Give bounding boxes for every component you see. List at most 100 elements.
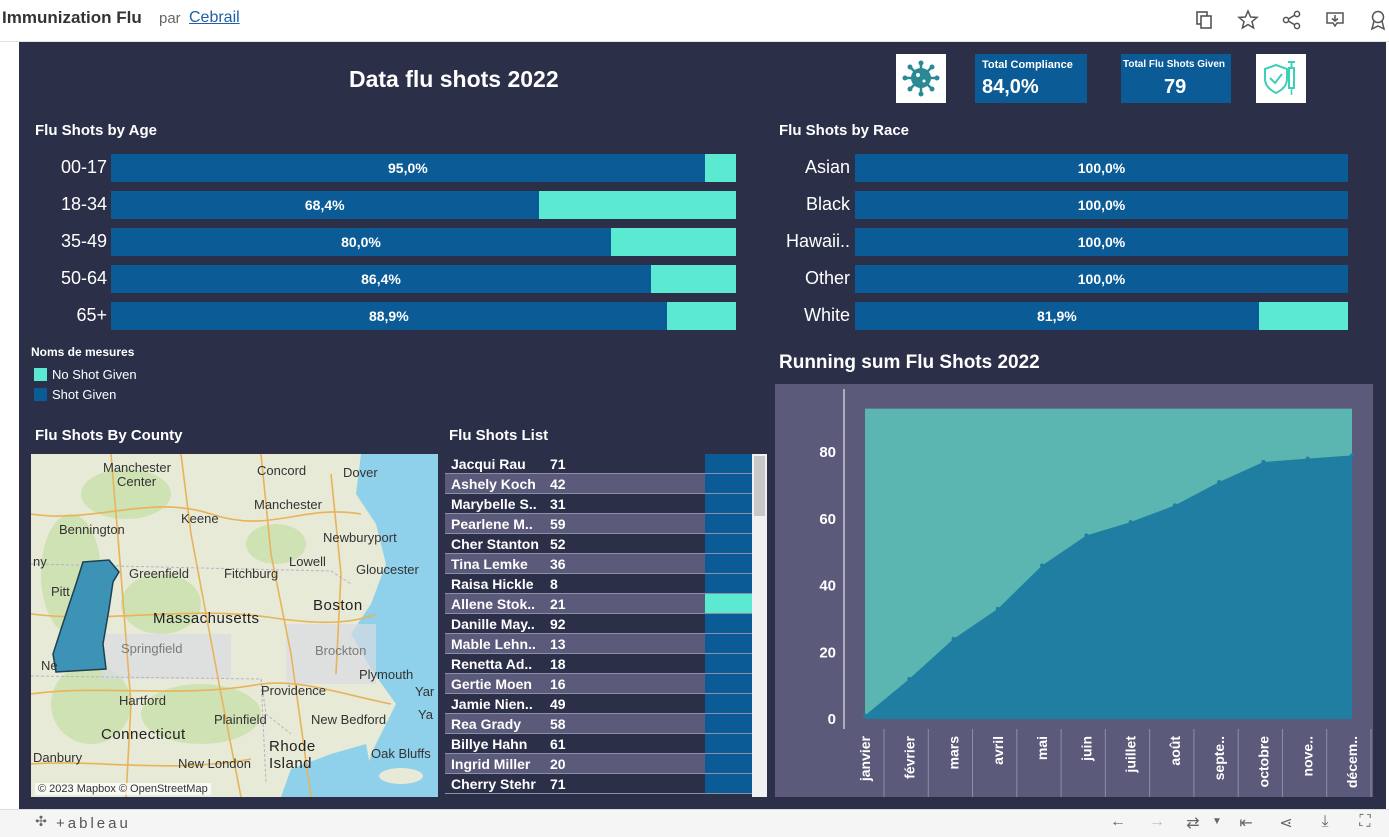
author-link[interactable]: Cebrail (189, 9, 240, 26)
running-sum-point[interactable] (1128, 520, 1133, 525)
age-bar-no-shot[interactable]: 88,9% (111, 302, 736, 330)
running-sum-point[interactable] (1261, 460, 1266, 465)
list-row[interactable]: Pearlene M.. 59 (445, 514, 752, 534)
list-row[interactable]: Rea Grady 58 (445, 714, 752, 734)
list-row-no-shot-indicator[interactable] (705, 594, 752, 613)
list-row-shot-indicator[interactable] (705, 614, 752, 633)
star-icon[interactable] (1237, 9, 1259, 31)
list-row[interactable]: Ashely Koch 42 (445, 474, 752, 494)
list-row[interactable]: Gertie Moen 16 (445, 674, 752, 694)
age-bar-no-shot[interactable]: 68,4% (111, 191, 736, 219)
race-bar-shot[interactable] (855, 154, 1348, 182)
list-row-shot-indicator[interactable] (705, 694, 752, 713)
list-row-shot-indicator[interactable] (705, 634, 752, 653)
list-row[interactable]: Marybelle S.. 31 (445, 494, 752, 514)
list-row-shot-indicator[interactable] (705, 674, 752, 693)
age-bar-shot[interactable] (111, 265, 651, 293)
age-bar-no-shot[interactable]: 86,4% (111, 265, 736, 293)
highlighted-county[interactable] (52, 559, 120, 673)
list-row-shot-indicator[interactable] (705, 534, 752, 553)
list-row-shot-indicator[interactable] (705, 494, 752, 513)
list-scrollbar[interactable] (752, 454, 767, 797)
race-bar-shot[interactable] (855, 265, 1348, 293)
age-bar-row[interactable]: 00-17 95,0% (19, 154, 736, 182)
list-row-shot-indicator[interactable] (705, 654, 752, 673)
list-row[interactable]: Allene Stok.. 21 (445, 594, 752, 614)
race-bar-no-shot[interactable]: 100,0% (855, 191, 1348, 219)
legend-no-shot[interactable]: No Shot Given (34, 367, 137, 382)
revert-all-icon[interactable]: ⇤ (1239, 815, 1253, 832)
age-bar-no-shot[interactable]: 95,0% (111, 154, 736, 182)
age-bar-row[interactable]: 50-64 86,4% (19, 265, 736, 293)
race-bar-shot[interactable] (855, 302, 1259, 330)
list-row[interactable]: Mable Lehn.. 13 (445, 634, 752, 654)
list-row[interactable]: Jacqui Rau 71 (445, 454, 752, 474)
race-bar-row[interactable]: Black 100,0% (19, 191, 1348, 219)
fullscreen-icon[interactable]: ⛶ (1359, 813, 1371, 830)
revert-dropdown-icon[interactable]: ▼ (1212, 816, 1222, 827)
race-bar-row[interactable]: White 81,9% (19, 302, 1348, 330)
age-bar-shot[interactable] (111, 191, 539, 219)
race-bar-row[interactable]: Other 100,0% (19, 265, 1348, 293)
badge-icon[interactable] (1367, 9, 1389, 31)
race-bar-row[interactable]: Hawaii.. 100,0% (19, 228, 1348, 256)
list-row-shot-indicator[interactable] (705, 574, 752, 593)
list-row-shot-indicator[interactable] (705, 734, 752, 753)
list-row[interactable]: Cherry Stehr 71 (445, 774, 752, 794)
list-row-shot-indicator[interactable] (705, 514, 752, 533)
list-row[interactable]: Renetta Ad.. 18 (445, 654, 752, 674)
race-bar-no-shot[interactable]: 100,0% (855, 228, 1348, 256)
list-row-shot-indicator[interactable] (705, 554, 752, 573)
copy-icon[interactable] (1193, 9, 1215, 31)
list-row[interactable]: Jamie Nien.. 49 (445, 694, 752, 714)
revert-icon[interactable]: ⇄ (1186, 815, 1200, 832)
download-bottom-icon[interactable]: ⤓ (1321, 813, 1329, 830)
running-sum-point[interactable] (1040, 563, 1045, 568)
list-row-shot-indicator[interactable] (705, 474, 752, 493)
share-bottom-icon[interactable]: ⋖ (1279, 815, 1293, 832)
race-bar-no-shot[interactable]: 100,0% (855, 154, 1348, 182)
running-sum-point[interactable] (1217, 480, 1222, 485)
age-bar-shot[interactable] (111, 154, 705, 182)
race-bar-no-shot[interactable]: 81,9% (855, 302, 1348, 330)
running-sum-area-series[interactable] (865, 455, 1352, 719)
list-row-shot-indicator[interactable] (705, 454, 752, 473)
race-bar-no-shot[interactable]: 100,0% (855, 265, 1348, 293)
age-bar-row[interactable]: 35-49 80,0% (19, 228, 736, 256)
age-bar-no-shot[interactable]: 80,0% (111, 228, 736, 256)
running-sum-point[interactable] (863, 713, 867, 718)
running-sum-point[interactable] (1350, 453, 1354, 458)
race-bar-shot[interactable] (855, 228, 1348, 256)
list-row[interactable]: Billye Hahn 61 (445, 734, 752, 754)
tableau-logo[interactable]: +ableau (56, 815, 131, 832)
list-row[interactable]: Ingrid Miller 20 (445, 754, 752, 774)
redo-icon[interactable]: → (1149, 813, 1165, 830)
map-attribution[interactable]: © 2023 Mapbox © OpenStreetMap (35, 783, 211, 795)
running-sum-point[interactable] (995, 606, 1000, 611)
list-scrollbar-thumb[interactable] (754, 456, 765, 516)
list-row[interactable]: Cher Stanton 52 (445, 534, 752, 554)
flu-shots-list[interactable]: Jacqui Rau 71 Ashely Koch 42 Marybelle S.. 31… (445, 454, 767, 797)
age-bar-shot[interactable] (111, 302, 667, 330)
list-row-shot-indicator[interactable] (705, 774, 752, 793)
county-map[interactable]: Manchester Center Concord Dover Keene Ma… (31, 454, 438, 797)
list-row[interactable]: Tina Lemke 36 (445, 554, 752, 574)
list-row[interactable]: Danille May.. 92 (445, 614, 752, 634)
list-row[interactable]: Raisa Hickle 8 (445, 574, 752, 594)
age-bar-shot[interactable] (111, 228, 611, 256)
running-sum-chart[interactable]: 0 20 40 60 80 janvier février mars avril mai juin j… (775, 384, 1373, 797)
share-icon[interactable] (1281, 9, 1303, 31)
race-bar-shot[interactable] (855, 191, 1348, 219)
download-icon[interactable] (1324, 9, 1346, 31)
age-bar-row[interactable]: 18-34 68,4% (19, 191, 736, 219)
list-row-shot-indicator[interactable] (705, 754, 752, 773)
legend-shot[interactable]: Shot Given (34, 387, 116, 402)
running-sum-point[interactable] (1172, 503, 1177, 508)
running-sum-point[interactable] (951, 636, 956, 641)
undo-icon[interactable]: ← (1110, 813, 1126, 830)
age-bar-row[interactable]: 65+ 88,9% (19, 302, 736, 330)
running-sum-point[interactable] (1305, 456, 1310, 461)
running-sum-point[interactable] (1084, 533, 1089, 538)
list-row-shot-indicator[interactable] (705, 714, 752, 733)
running-sum-point[interactable] (907, 676, 912, 681)
